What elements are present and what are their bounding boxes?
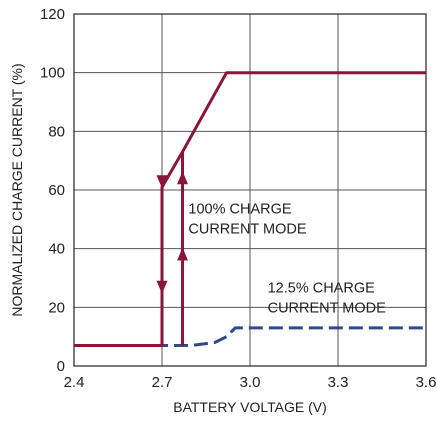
x-tick-label: 3.0 xyxy=(240,374,261,391)
y-tick-labels: 0 20 40 60 80 100 120 xyxy=(40,6,65,375)
y-tick-label: 80 xyxy=(48,123,65,140)
x-tick-label: 3.3 xyxy=(328,374,349,391)
y-tick-label: 100 xyxy=(40,65,65,82)
annotation-label: 100% CHARGE xyxy=(188,201,291,217)
y-axis-title: NORMALIZED CHARGE CURRENT (%) xyxy=(9,63,25,316)
y-tick-label: 0 xyxy=(57,358,65,375)
y-tick-label: 120 xyxy=(40,6,65,23)
x-tick-labels: 2.4 2.7 3.0 3.3 3.6 xyxy=(64,374,437,391)
annotation-label: 12.5% CHARGE xyxy=(268,281,376,297)
annotation-label: CURRENT MODE xyxy=(188,221,306,237)
x-tick-label: 2.7 xyxy=(152,374,173,391)
annotation-label: CURRENT MODE xyxy=(268,301,386,317)
y-tick-label: 20 xyxy=(48,299,65,316)
y-tick-label: 40 xyxy=(48,241,65,258)
x-tick-label: 3.6 xyxy=(416,374,437,391)
x-axis-title: BATTERY VOLTAGE (V) xyxy=(173,399,327,415)
x-tick-label: 2.4 xyxy=(64,374,85,391)
y-tick-label: 60 xyxy=(48,182,65,199)
